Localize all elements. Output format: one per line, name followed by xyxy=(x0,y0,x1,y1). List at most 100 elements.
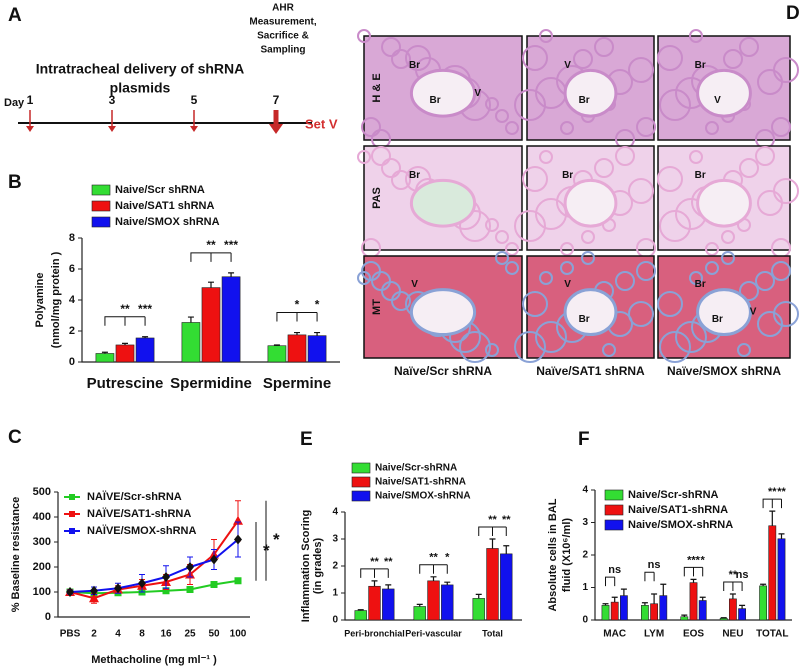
error-bar xyxy=(690,578,697,583)
tissue-texture xyxy=(636,117,656,137)
y-tick-label: 2 xyxy=(69,325,75,337)
marker xyxy=(234,534,242,545)
tissue-texture xyxy=(371,271,391,291)
error-bar xyxy=(620,588,627,596)
day-number: 7 xyxy=(273,93,280,107)
panel-letter: D xyxy=(786,3,800,24)
significance-label: ** xyxy=(768,486,777,498)
tissue-texture xyxy=(689,150,703,164)
tissue-texture xyxy=(739,37,759,57)
airway-lumen xyxy=(563,68,618,118)
tissue-texture xyxy=(381,158,401,178)
structure-label: Br xyxy=(409,60,420,71)
legend-label: Naive/SMOX-shRNA xyxy=(628,519,733,531)
tissue-texture xyxy=(391,49,411,69)
stain-label: H & E xyxy=(371,73,383,102)
error-bar xyxy=(602,603,609,606)
structure-label: V xyxy=(564,60,571,71)
x-tick-label: Spermidine xyxy=(170,375,252,392)
error-bar xyxy=(778,533,785,539)
structure-label: V xyxy=(474,88,481,99)
bar xyxy=(738,608,746,621)
significance-label: ns xyxy=(648,559,661,571)
structure-label: V xyxy=(750,307,757,318)
tissue-texture xyxy=(581,230,595,244)
tissue-texture xyxy=(723,49,743,69)
significance-label: ** xyxy=(370,556,379,568)
significance-bracket xyxy=(190,252,232,262)
tissue-texture xyxy=(405,45,431,71)
legend-swatch xyxy=(351,462,371,474)
error-bar xyxy=(208,281,214,288)
day-label: Day xyxy=(4,97,25,109)
bar xyxy=(287,334,307,363)
significance-label: *** xyxy=(224,238,238,252)
error-bar xyxy=(416,603,423,607)
tissue-texture xyxy=(615,271,635,291)
bar xyxy=(427,580,440,621)
x-tick-label: NEU xyxy=(722,629,743,640)
legend-swatch xyxy=(604,504,624,516)
series-line xyxy=(69,538,239,593)
significance-bracket xyxy=(276,312,318,322)
significance-label: * xyxy=(701,554,706,566)
x-tick-label: Spermine xyxy=(263,375,331,392)
y-tick-label: 100 xyxy=(33,586,51,598)
marker xyxy=(66,587,74,597)
tissue-texture xyxy=(391,170,411,190)
error-bar xyxy=(142,336,149,338)
tissue-texture xyxy=(737,343,751,357)
marker xyxy=(114,583,122,594)
significance-label: * xyxy=(295,298,300,312)
significance-bracket xyxy=(605,576,616,587)
y-tick-label: 6 xyxy=(69,263,75,275)
tissue-texture xyxy=(628,57,654,83)
tissue-texture xyxy=(505,121,519,135)
y-tick-label: 1 xyxy=(582,582,588,593)
error-bar xyxy=(444,581,451,585)
tissue-texture xyxy=(459,331,491,363)
significance-label: *** xyxy=(687,554,701,566)
structure-label: Br xyxy=(712,314,723,325)
legend-label: Naive/Scr shRNA xyxy=(115,184,205,196)
day-arrow-head xyxy=(190,126,198,132)
error-bar xyxy=(385,584,392,589)
legend-swatch xyxy=(69,511,75,517)
error-bar xyxy=(273,344,280,346)
panel-letter: E xyxy=(300,429,313,450)
legend-label: Naive/SAT1 shRNA xyxy=(115,200,214,212)
y-axis-title: Polyamine xyxy=(34,272,46,327)
legend-label: Naive/SMOX shRNA xyxy=(115,216,220,228)
tissue-texture xyxy=(522,291,548,317)
structure-label: V xyxy=(714,95,721,106)
tissue-texture xyxy=(628,301,654,327)
tissue-texture xyxy=(357,29,371,43)
structure-label: V xyxy=(411,279,418,290)
tissue-texture xyxy=(535,198,567,230)
tissue-texture xyxy=(381,281,401,301)
tissue-texture xyxy=(773,178,799,204)
tissue-texture xyxy=(757,311,783,337)
legend-label: NAÏVE/SMOX-shRNA xyxy=(87,524,196,537)
airway-lumen xyxy=(409,288,477,337)
stain-label: PAS xyxy=(371,187,383,209)
structure-label: V xyxy=(564,279,571,290)
bar xyxy=(659,595,668,621)
error-bar xyxy=(641,602,648,606)
error-bar xyxy=(371,580,378,587)
significance-label: * xyxy=(273,530,280,549)
tissue-texture xyxy=(539,150,553,164)
timeline-note: Measurement, xyxy=(249,17,316,28)
bar xyxy=(95,353,115,363)
airway-lumen xyxy=(409,68,477,118)
tissue-texture xyxy=(721,230,735,244)
bar xyxy=(777,538,786,621)
x-tick-label: 8 xyxy=(139,629,145,640)
error-bar xyxy=(228,272,235,277)
error-bar xyxy=(430,576,437,581)
legend-swatch xyxy=(91,184,111,196)
x-tick-label: PBS xyxy=(60,629,81,640)
bar xyxy=(601,605,610,621)
day-number: 3 xyxy=(109,93,116,107)
significance-label: * xyxy=(445,552,450,564)
